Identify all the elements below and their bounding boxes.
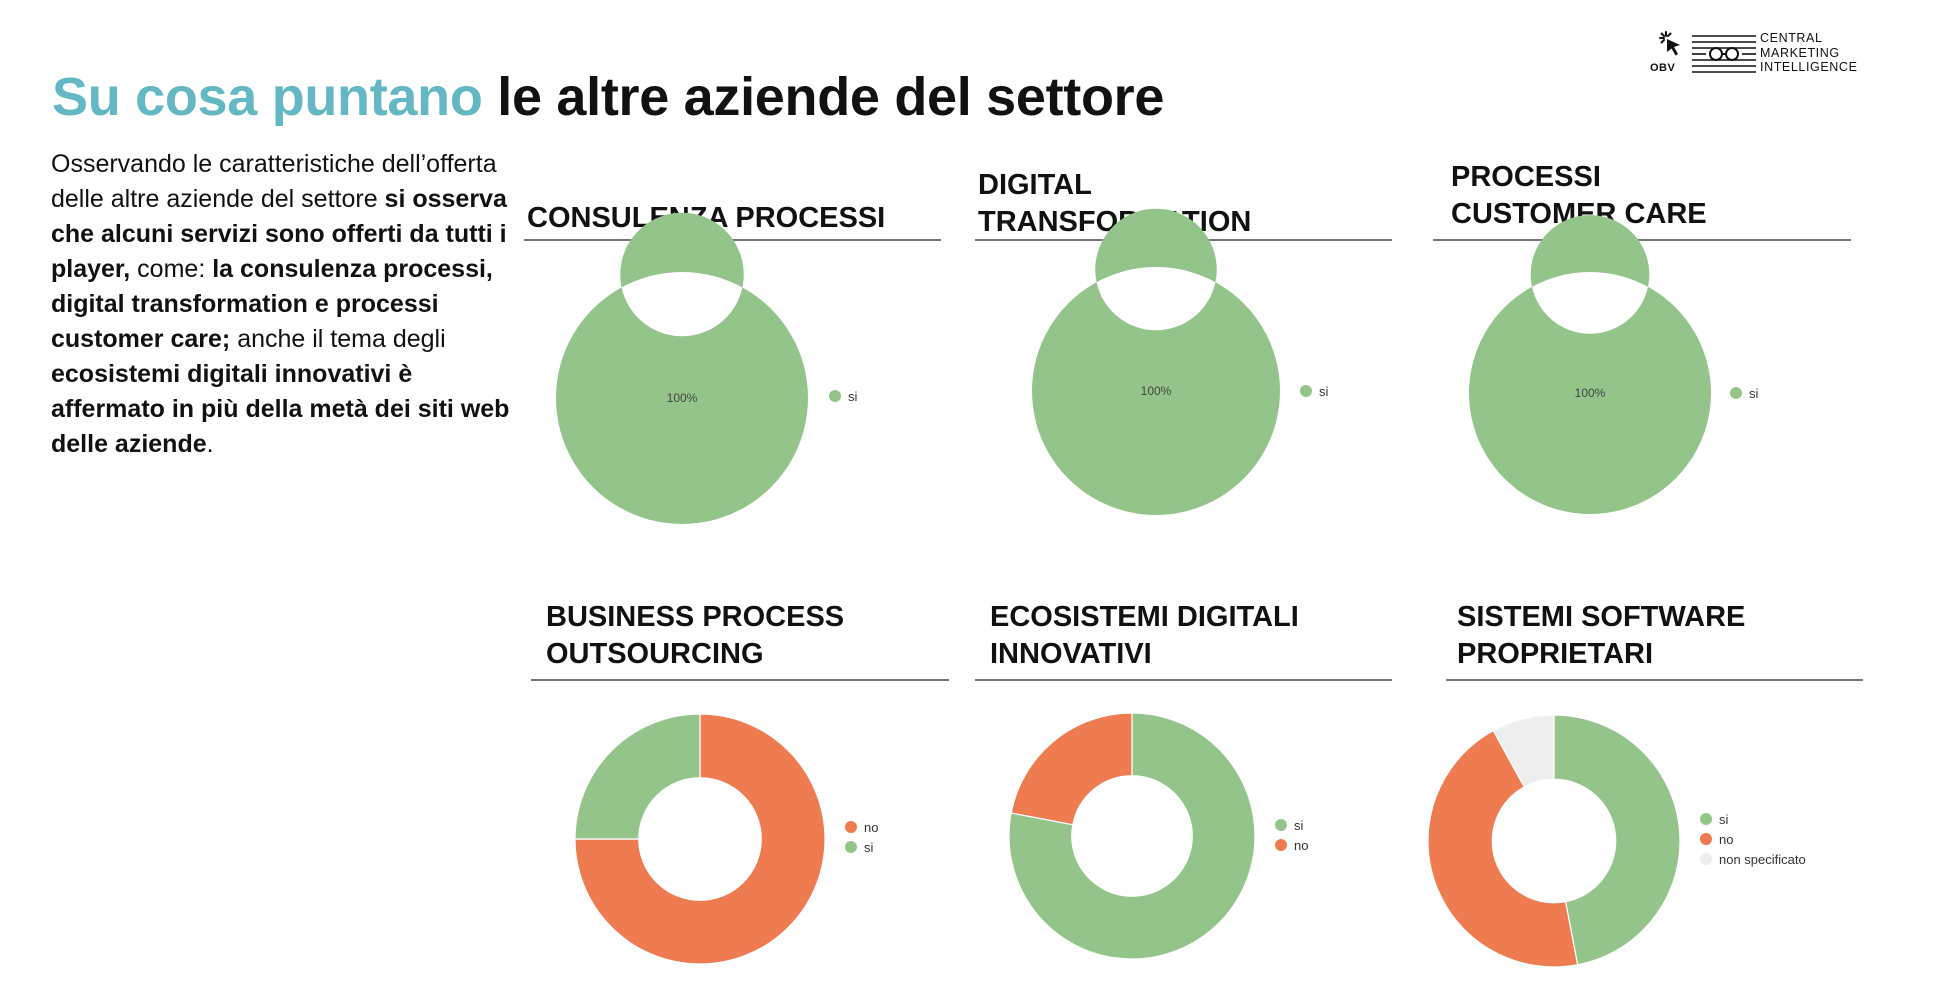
legend-swatch (1730, 387, 1742, 399)
cmi-wordmark: CENTRAL MARKETING INTELLIGENCE (1760, 31, 1858, 75)
center-value-label: 100% (1141, 384, 1172, 398)
pie-slice-si (1031, 208, 1280, 515)
obv-logo: OBV (1650, 30, 1686, 80)
center-value-label: 100% (667, 391, 698, 405)
intro-text: Osservando le caratteristiche dell’offer… (51, 150, 497, 213)
legend-swatch (1300, 385, 1312, 397)
legend-swatch (1700, 813, 1712, 825)
obv-text: OBV (1650, 62, 1676, 74)
legend-label: no (1719, 831, 1734, 847)
legend-swatch (829, 390, 841, 402)
title-underline (975, 679, 1392, 681)
intro-text-bold: si osserva che alcuni servizi sono offer… (51, 185, 507, 283)
legend-swatch (1275, 819, 1287, 831)
title-underline (531, 679, 949, 681)
legend-item-si: si (1275, 815, 1308, 835)
chart-legend: si no non specificato (1700, 809, 1806, 869)
chart-panel-ecosistemi-digitali-innovativi: ECOSISTEMI DIGITALI INNOVATIVI (975, 590, 1392, 681)
legend-label: no (864, 819, 879, 835)
chart-legend: si (1300, 381, 1328, 401)
legend-swatch (845, 841, 857, 853)
intro-text: come: (130, 255, 213, 283)
page-title-accent: Su cosa puntano (52, 67, 483, 127)
legend-item-non-specificato: non specificato (1700, 849, 1806, 869)
pie-slice-si (574, 713, 701, 840)
donut-chart (1008, 712, 1256, 960)
pie-slice-si (1468, 215, 1711, 514)
cmi-line: MARKETING (1760, 45, 1840, 60)
chart-legend: si (1730, 383, 1758, 403)
legend-item-no: no (1700, 829, 1806, 849)
intro-text: anche il tema degli (230, 325, 446, 353)
pie-slice-no (574, 713, 826, 965)
cursor-click-icon (1659, 31, 1680, 56)
page-title-rest: le altre aziende del settore (482, 67, 1165, 127)
legend-swatch (1700, 833, 1712, 845)
legend-item-si: si (1300, 381, 1328, 401)
legend-label: si (1719, 811, 1729, 827)
donut-chart: 100% (1031, 208, 1280, 515)
intro-text-bold: la consulenza processi, digital transfor… (51, 255, 493, 353)
legend-item-no: no (845, 817, 878, 837)
pie-slice-si (1553, 714, 1681, 966)
donut-chart: 100% (1468, 215, 1711, 514)
legend-swatch (1275, 839, 1287, 851)
legend-item-si: si (1730, 383, 1758, 403)
chart-title: SISTEMI SOFTWARE PROPRIETARI (1457, 601, 1746, 670)
legend-label: no (1294, 837, 1309, 853)
legend-item-si: si (1700, 809, 1806, 829)
pie-slice-non-specificato (1492, 714, 1555, 788)
legend-swatch (1700, 853, 1712, 865)
brand-logo: OBV CENTRAL MARKETING INTELLIGENCE (1650, 30, 1920, 80)
legend-label: si (1749, 385, 1759, 401)
legend-label: non specificato (1719, 851, 1806, 867)
legend-label: si (864, 839, 874, 855)
legend-item-si: si (845, 837, 878, 857)
intro-text: . (206, 430, 214, 458)
legend-label: si (848, 388, 858, 404)
chart-panel-sistemi-software-proprietari: SISTEMI SOFTWARE PROPRIETARI (1446, 590, 1863, 681)
legend-label: si (1319, 383, 1329, 399)
chart-legend: si (829, 386, 857, 406)
chart-panel-processi-customer-care: PROCESSI CUSTOMER CARE (1433, 150, 1851, 241)
donut-chart (1427, 714, 1681, 968)
title-underline (1446, 679, 1863, 681)
center-value-label: 100% (1575, 386, 1606, 400)
chart-panel-consulenza-processi: CONSULENZA PROCESSI (524, 160, 941, 241)
pie-slice-si (1008, 712, 1256, 960)
legend-item-si: si (829, 386, 857, 406)
intro-paragraph: Osservando le caratteristiche dell’offer… (51, 147, 511, 462)
title-underline (1433, 239, 1851, 241)
chart-title: BUSINESS PROCESS OUTSOURCING (546, 601, 845, 670)
intro-text-bold: ecosistemi digitali innovativi è afferma… (51, 360, 510, 458)
chart-legend: si no (1275, 815, 1308, 855)
chart-legend: no si (845, 817, 878, 857)
chart-panel-business-process-outsourcing: BUSINESS PROCESS OUTSOURCING (531, 590, 949, 681)
legend-swatch (845, 821, 857, 833)
page-title: Su cosa puntano le altre aziende del set… (52, 66, 1164, 128)
cmi-line: INTELLIGENCE (1760, 60, 1858, 74)
donut-chart (574, 713, 826, 965)
cmi-line: CENTRAL (1760, 31, 1823, 45)
legend-label: si (1294, 817, 1304, 833)
legend-item-no: no (1275, 835, 1308, 855)
pie-slice-no (1010, 712, 1133, 826)
pie-slice-si (555, 212, 808, 524)
cmi-mark-icon (1692, 35, 1756, 73)
donut-chart: 100% (555, 212, 808, 524)
pie-slice-no (1427, 729, 1579, 968)
chart-title: ECOSISTEMI DIGITALI INNOVATIVI (990, 601, 1299, 670)
